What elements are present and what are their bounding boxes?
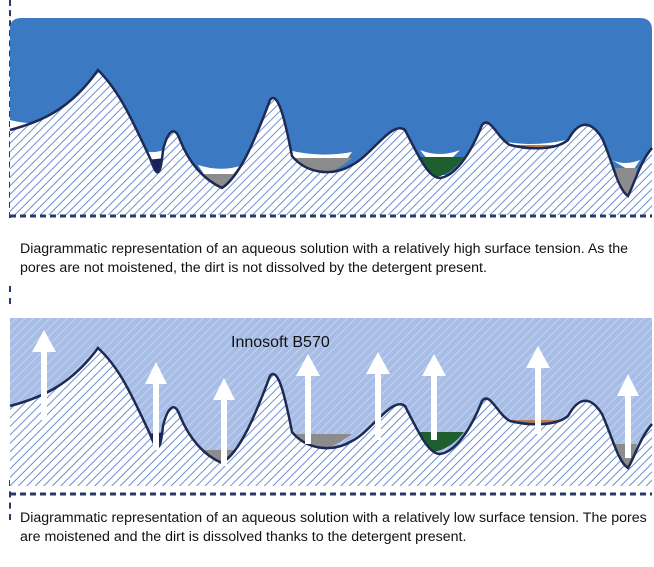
left-dashed-rule-bottom — [9, 480, 11, 520]
arrow-up-icon — [213, 378, 235, 466]
product-label: Innosoft B570 — [231, 334, 330, 351]
caption-high-surface-tension: Diagrammatic representation of an aqueou… — [20, 241, 629, 276]
diagram-high-surface-tension-svg — [9, 18, 653, 218]
penetration-arrows — [32, 330, 639, 466]
arrow-up-icon — [145, 362, 167, 450]
surface-outline — [9, 68, 653, 198]
diagram-low-surface-tension: Innosoft B570 — [0, 300, 654, 500]
porous-surface — [10, 348, 652, 486]
arrow-up-icon — [366, 352, 390, 440]
arrow-up-icon — [296, 354, 320, 444]
arrow-up-icon — [617, 374, 639, 458]
arrow-up-icon — [422, 354, 446, 440]
left-dashed-rule-middle — [9, 286, 11, 304]
diagram-high-surface-tension — [0, 0, 654, 230]
diagram-low-surface-tension-svg: Innosoft B570 — [9, 318, 653, 496]
arrow-up-icon — [526, 346, 550, 434]
arrow-up-icon — [32, 330, 56, 420]
dirt-grey-3 — [615, 168, 637, 195]
caption-low-surface-tension: Diagrammatic representation of an aqueou… — [20, 510, 647, 545]
porous-surface — [10, 70, 652, 215]
